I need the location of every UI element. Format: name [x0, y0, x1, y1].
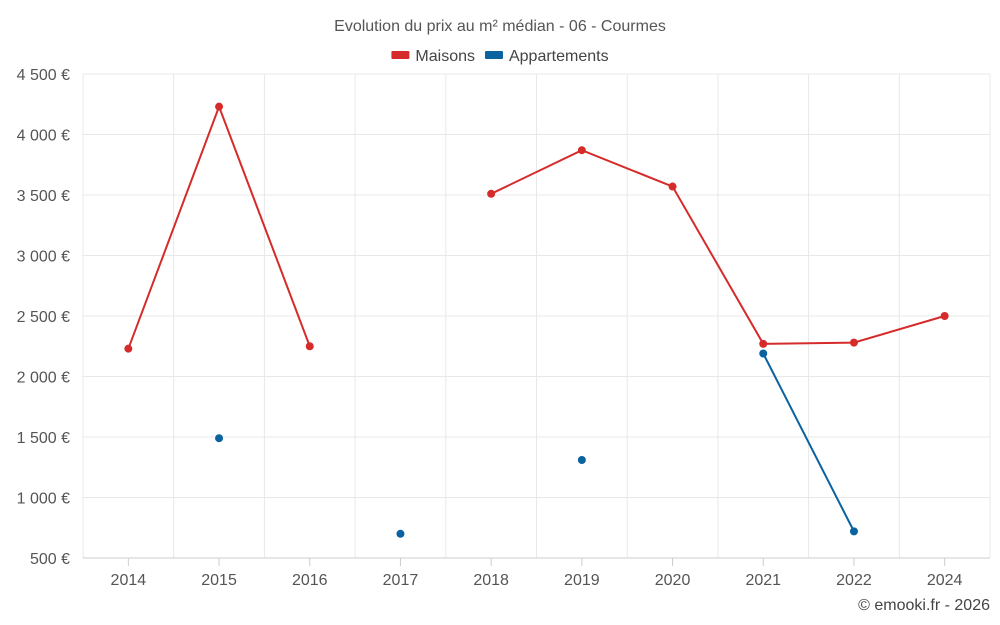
data-point-maisons[interactable]: [759, 339, 768, 348]
data-point-appartements[interactable]: [759, 349, 768, 358]
data-point-appartements[interactable]: [215, 434, 224, 443]
chart-title: Evolution du prix au m² médian - 06 - Co…: [334, 18, 666, 35]
credit-text: © emooki.fr - 2026: [858, 597, 990, 614]
y-tick-label: 3 500 €: [17, 188, 70, 205]
x-tick-label: 2018: [473, 572, 509, 589]
data-point-maisons[interactable]: [305, 342, 314, 351]
y-tick-label: 1 500 €: [17, 430, 70, 447]
data-point-maisons[interactable]: [849, 338, 858, 347]
y-tick-label: 4 000 €: [17, 128, 70, 145]
data-point-appartements[interactable]: [849, 527, 858, 536]
x-tick-label: 2020: [655, 572, 691, 589]
legend-label: Appartements: [509, 48, 609, 65]
legend-label: Maisons: [415, 48, 475, 65]
data-point-maisons[interactable]: [124, 344, 133, 353]
legend-item-appartements[interactable]: Appartements: [484, 48, 609, 65]
y-tick-label: 500 €: [30, 551, 70, 568]
data-point-maisons[interactable]: [940, 312, 949, 320]
legend-item-maisons[interactable]: Maisons: [391, 48, 475, 65]
series-line-appartements: [762, 353, 855, 532]
x-tick-label: 2021: [745, 572, 781, 589]
x-tick-label: 2015: [201, 572, 237, 589]
y-tick-label: 1 000 €: [17, 491, 70, 508]
x-tick-label: 2017: [383, 572, 419, 589]
data-point-maisons[interactable]: [668, 182, 677, 191]
grid: [82, 73, 991, 559]
x-tick-label: 2022: [836, 572, 872, 589]
x-tick-label: 2016: [292, 572, 328, 589]
legend-swatch: [484, 51, 503, 59]
y-tick-label: 4 500 €: [17, 67, 70, 84]
data-point-maisons[interactable]: [577, 146, 586, 155]
y-tick-label: 3 000 €: [17, 249, 70, 266]
series-line-maisons: [490, 149, 945, 345]
y-tick-label: 2 500 €: [17, 309, 70, 326]
x-tick-label: 2019: [564, 572, 600, 589]
legend-swatch: [391, 51, 410, 59]
data-point-maisons[interactable]: [487, 189, 496, 198]
y-tick-label: 2 000 €: [17, 370, 70, 387]
axes: 500 € 1 000 € 1 500 € 2 000 € 2 500 € 3 000 €…: [17, 67, 990, 589]
x-tick-label: 2024: [927, 572, 963, 589]
x-tick-label: 2014: [111, 572, 147, 589]
series-line-maisons: [127, 103, 311, 350]
data-point-appartements[interactable]: [577, 455, 586, 464]
data-point-maisons[interactable]: [215, 102, 224, 111]
data-point-appartements[interactable]: [396, 529, 405, 538]
legend: Maisons Appartements: [391, 48, 609, 65]
series-layer: [124, 102, 949, 538]
